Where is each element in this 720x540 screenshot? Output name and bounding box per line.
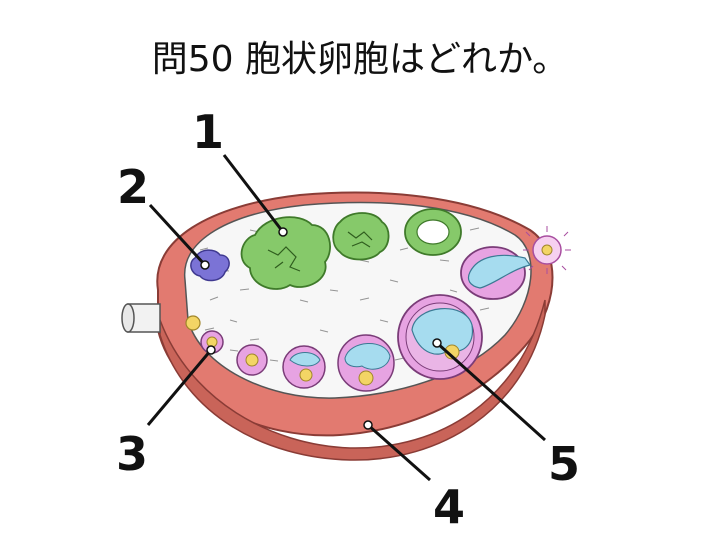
leader-lines [146, 154, 547, 482]
primordial-follicle [185, 315, 201, 331]
question-title: 問50 胞状卵胞はどれか。 [151, 39, 569, 80]
ovulating-follicle [460, 246, 532, 300]
corpus-luteum-large [240, 216, 331, 290]
released-oocyte [523, 226, 571, 274]
corpus-albicans [190, 249, 230, 282]
antral-follicle-medium [337, 334, 395, 392]
corpus-luteum-ring-center [416, 219, 450, 245]
early-antral-follicle [282, 345, 326, 389]
corpus-luteum-small [332, 212, 390, 261]
leader-dots [200, 227, 442, 430]
secondary-follicle [236, 344, 268, 376]
graafian-follicle [397, 294, 483, 380]
label-1: 1 [192, 105, 224, 159]
label-3: 3 [116, 427, 148, 481]
label-5: 5 [548, 437, 580, 491]
corpus-luteum-small-folds [347, 231, 373, 248]
label-4: 4 [433, 480, 465, 534]
cut-vessel [121, 303, 161, 333]
corpus-luteum-folds [267, 246, 301, 272]
capsule-rim [159, 299, 546, 461]
label-2: 2 [117, 160, 149, 214]
